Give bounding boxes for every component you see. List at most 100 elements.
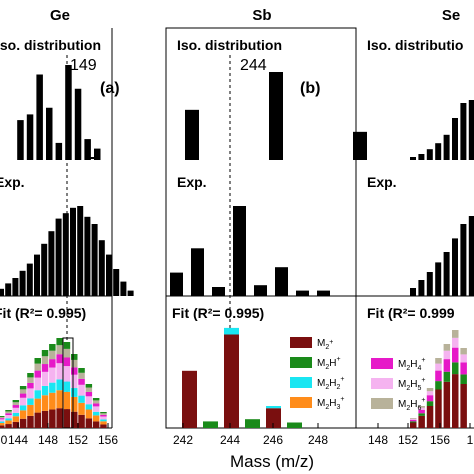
ge-fit-bar (78, 378, 85, 385)
ge-fit-bar (27, 382, 34, 389)
se-fit-bar (443, 344, 451, 351)
sb-fit-bar-0 (182, 370, 197, 428)
ge-fit-bar (85, 409, 93, 419)
ge-fit-bar (100, 414, 107, 417)
se-exp-bar (426, 272, 433, 296)
ge-fit-bar (19, 389, 27, 394)
ge-fit-bar (34, 412, 41, 428)
ge-fit-bar (19, 397, 27, 406)
ge-iso-bar (17, 120, 24, 160)
ge-highlight-box (62, 337, 74, 429)
se-fit-bar (443, 371, 451, 382)
ge-exp-bar (19, 270, 26, 296)
sb-iso-bar (185, 109, 199, 160)
se-fit-bar (460, 384, 467, 428)
ge-fit-bar (56, 338, 63, 346)
ge-fit-bar (34, 363, 41, 371)
ge-iso-bar (65, 65, 72, 160)
ge-exp-bar (48, 231, 55, 296)
se-exp-bar (410, 288, 416, 296)
ge-fit-bar (41, 356, 49, 365)
ge-fit-bar (49, 359, 56, 368)
ge-fit-bar (12, 416, 20, 422)
legend-sb-item-swatch (290, 377, 312, 388)
ge-fit-bar (78, 414, 85, 428)
ge-iso-title: Iso. distribution (0, 37, 101, 53)
ge-fit-bar (92, 400, 100, 404)
ge-fit-bar (56, 363, 63, 380)
ge-fit-bar (5, 410, 12, 412)
ge-fit-bar (12, 400, 20, 403)
se-iso-bar (452, 118, 458, 160)
ge-fit-bar (49, 350, 56, 360)
sb-exp-bar (170, 272, 183, 296)
ge-fit-bar (63, 357, 71, 367)
legend-se-item-swatch (371, 398, 393, 409)
ge-fit-bar (63, 342, 71, 349)
legend-sb-item-label: M2H3+ (317, 396, 344, 411)
se-fit-bar (443, 359, 451, 372)
ge-fit-bar (78, 368, 85, 373)
se-fit-layer (410, 330, 467, 428)
se-fit-bar (418, 413, 425, 416)
ge-fit-bar (56, 379, 63, 391)
ge-fit-bar (92, 411, 100, 416)
ge-exp-bar (77, 206, 84, 296)
ge-fit-bar (71, 374, 78, 389)
sb-fit-bar-0 (266, 408, 281, 428)
ge-fit-bar (56, 354, 63, 364)
ge-fit-bar (92, 398, 100, 401)
sb-iso-title: Iso. distribution (177, 37, 282, 53)
ge-fit-bar (71, 354, 78, 360)
x-tick-label: 148 (38, 433, 58, 447)
legend-se-item-swatch (371, 378, 393, 389)
ge-fit-bar (12, 421, 20, 428)
x-tick-label: 156 (430, 433, 450, 447)
ge-fit-bar (41, 385, 49, 396)
se-fit-bar (460, 362, 467, 375)
sb-exp-bar (233, 206, 246, 296)
ge-fit-bar (27, 398, 34, 405)
ge-exp-bar (12, 278, 19, 296)
sb-iso-bar (269, 72, 283, 160)
x-tick-label: 242 (173, 433, 193, 447)
ge-exp-bar (113, 269, 120, 296)
se-iso-bar (426, 149, 433, 160)
x-tick-label: 144 (8, 433, 28, 447)
sb-exp-bar (254, 285, 267, 296)
ge-fit-bar (63, 381, 71, 392)
ge-fit-bar (78, 395, 85, 403)
ge-fit-bar (12, 405, 20, 408)
ge-fit-bar (78, 372, 85, 379)
legend-se-item-label: M2H5+ (398, 377, 425, 392)
ge-fit-bar (78, 384, 85, 396)
ge-fit-bar (5, 420, 12, 425)
ge-fit-bar (19, 405, 27, 411)
se-heading: Se (442, 7, 460, 24)
ge-iso-bar (55, 142, 63, 160)
x-tick-label: 148 (368, 433, 388, 447)
ge-fit-bar (85, 396, 93, 405)
ge-iso-bar (36, 74, 43, 160)
ge-fit-bar (12, 407, 20, 413)
sb-iso-bar (353, 131, 367, 160)
ge-fit-bar (92, 406, 100, 412)
ge-exp-bar (55, 218, 62, 296)
ge-fit-bar (85, 384, 93, 388)
se-iso-bar (443, 134, 450, 160)
x-tick-label-partial: 0 (1, 433, 8, 447)
ge-fit-bar (19, 393, 27, 398)
ge-fit-bar (92, 421, 100, 428)
ge-fit-bar (0, 425, 5, 428)
se-iso-bar (460, 103, 467, 160)
sb-heading: Sb (252, 7, 271, 24)
se-fit-bar (426, 391, 434, 396)
se-exp-title: Exp. (367, 174, 397, 190)
sb-exp-bar (275, 267, 288, 296)
ge-iso-bar (26, 114, 34, 160)
ge-exp-bar (5, 283, 12, 296)
ge-iso-bar (74, 88, 82, 160)
legend-sb-item-label: M2+ (317, 338, 333, 351)
legend-sb-item-swatch (290, 357, 312, 368)
ge-fit-bar (49, 392, 56, 410)
